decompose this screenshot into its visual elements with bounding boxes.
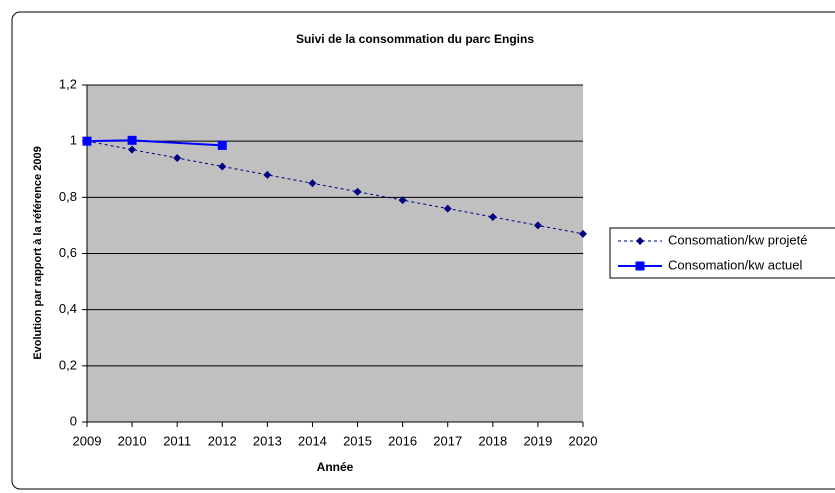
legend-marker	[635, 261, 645, 271]
x-tick-label: 2016	[388, 433, 417, 448]
x-tick-label: 2011	[163, 433, 191, 448]
marker	[353, 187, 362, 196]
x-tick-label: 2012	[208, 433, 237, 448]
x-tick-label: 2015	[343, 433, 372, 448]
marker	[443, 204, 452, 213]
marker	[398, 196, 407, 205]
legend	[609, 227, 835, 279]
x-tick-label: 2017	[433, 433, 462, 448]
legend-label: Consomation/kw projeté	[668, 232, 807, 247]
x-tick-label: 2009	[73, 433, 102, 448]
marker	[217, 140, 227, 150]
x-tick-label: 2013	[253, 433, 282, 448]
marker	[533, 221, 542, 230]
y-tick-label: 0,8	[59, 189, 77, 204]
x-tick-label: 2014	[298, 433, 327, 448]
marker	[218, 162, 227, 171]
marker	[579, 229, 587, 238]
x-tick-label: 2019	[523, 433, 552, 448]
y-tick-label: 1	[70, 133, 77, 148]
y-tick-label: 0,2	[59, 357, 77, 372]
marker	[128, 145, 137, 154]
marker	[82, 136, 92, 146]
marker	[263, 170, 272, 179]
marker	[127, 135, 137, 145]
marker	[488, 212, 497, 221]
x-axis-label: Année	[317, 460, 354, 474]
y-tick-label: 0,4	[59, 301, 77, 316]
x-tick-label: 2020	[569, 433, 598, 448]
series-line	[86, 140, 584, 235]
x-tick-label: 2010	[118, 433, 147, 448]
legend-marker	[636, 237, 644, 245]
chart-title: Suivi de la consommation du parc Engins	[296, 32, 534, 46]
legend-label: Consomation/kw actuel	[668, 257, 803, 272]
y-tick-label: 1,2	[59, 76, 77, 91]
x-tick-label: 2018	[478, 433, 507, 448]
y-tick-label: 0,6	[59, 245, 77, 260]
y-axis-label: Evolution par rapport à la référence 200…	[32, 146, 44, 359]
y-tick-label: 0	[70, 413, 77, 428]
marker	[173, 154, 182, 163]
marker	[308, 179, 317, 188]
